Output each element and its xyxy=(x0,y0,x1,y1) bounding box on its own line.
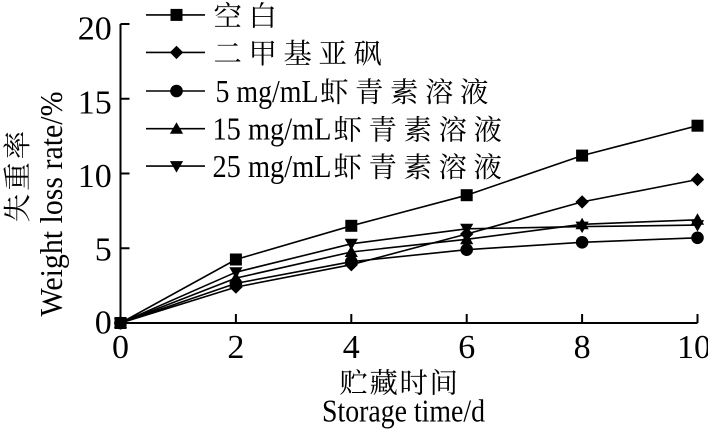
svg-text:5 mg/mL: 5 mg/mL xyxy=(216,73,319,109)
svg-text:0: 0 xyxy=(95,305,112,342)
svg-text:4: 4 xyxy=(343,329,360,366)
svg-text:Weight loss rate/%: Weight loss rate/% xyxy=(33,92,69,317)
svg-text:15 mg/mL: 15 mg/mL xyxy=(213,111,332,147)
svg-text:10: 10 xyxy=(78,158,112,195)
svg-text:2: 2 xyxy=(227,329,244,366)
svg-text:Storage time/d: Storage time/d xyxy=(322,393,485,429)
svg-text:0: 0 xyxy=(112,329,129,366)
svg-text:10: 10 xyxy=(677,329,708,366)
svg-text:8: 8 xyxy=(574,329,591,366)
svg-text:20: 20 xyxy=(78,11,112,48)
svg-text:25 mg/mL: 25 mg/mL xyxy=(213,148,332,184)
svg-text:6: 6 xyxy=(458,329,475,366)
svg-text:5: 5 xyxy=(95,232,112,269)
svg-text:15: 15 xyxy=(78,84,112,121)
